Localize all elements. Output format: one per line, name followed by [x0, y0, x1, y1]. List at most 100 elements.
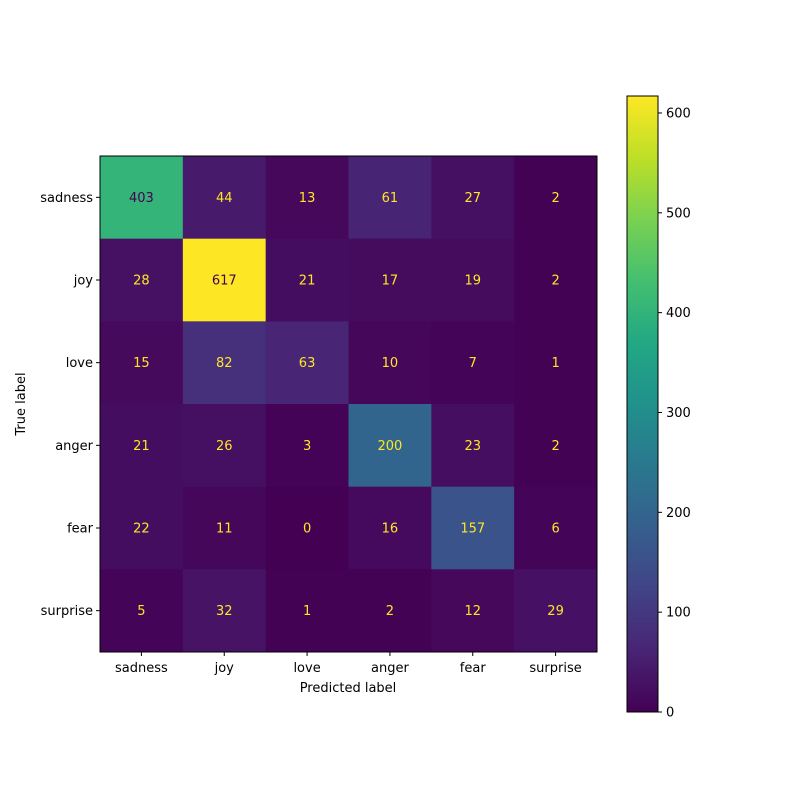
- heatmap-cell: [431, 486, 515, 570]
- y-axis-ticks: sadness joy love anger fear surprise: [40, 191, 100, 619]
- cell-value-label: 2: [551, 191, 559, 206]
- cell-value-label: 15: [133, 356, 150, 371]
- cell-value-label: 12: [464, 604, 481, 619]
- plot-frame: [99, 155, 598, 653]
- heatmap-cell: [348, 238, 432, 322]
- heatmap-cell: [514, 486, 598, 570]
- cell-value-label: 2: [386, 604, 394, 619]
- heatmap-cell: [182, 321, 267, 405]
- cell-value-label: 7: [469, 356, 477, 371]
- cell-value-label: 0: [303, 522, 311, 537]
- cell-value-label: 1: [551, 356, 559, 371]
- y-axis-label: True label: [14, 372, 29, 436]
- cell-value-label: 6: [551, 522, 559, 537]
- heatmap-cell: [100, 238, 184, 322]
- cell-value-label: 13: [299, 191, 316, 206]
- heatmap-cell: [182, 404, 267, 488]
- heatmap-cell: [431, 404, 515, 488]
- heatmap-cell: [265, 404, 349, 488]
- cell-value-label: 19: [464, 274, 481, 289]
- cell-value-label: 23: [464, 439, 481, 454]
- colorbar-tick-label: 0: [666, 706, 674, 721]
- cell-value-label: 21: [299, 274, 316, 289]
- cell-value-label: 2: [551, 274, 559, 289]
- cell-value-label: 32: [216, 604, 233, 619]
- heatmap-cell: [100, 404, 184, 488]
- heatmap-cell: [431, 321, 515, 405]
- heatmap-cell: [431, 156, 515, 240]
- cell-value-label: 2: [551, 439, 559, 454]
- y-tick-label: surprise: [41, 604, 93, 619]
- heatmap-cell: [514, 238, 598, 322]
- colorbar-tick-label: 200: [666, 506, 691, 521]
- heatmap-cell: [348, 569, 432, 653]
- cell-value-label: 16: [382, 522, 399, 537]
- cell-value-label: 1: [303, 604, 311, 619]
- cell-value-label: 200: [378, 439, 403, 454]
- x-axis-ticks: sadness joy love anger fear surprise: [115, 652, 582, 676]
- cell-value-label: 63: [299, 356, 316, 371]
- heatmap-cell: [100, 486, 184, 570]
- cell-value-label: 403: [129, 191, 154, 206]
- heatmap-cell: [100, 156, 184, 240]
- heatmap-cell: [431, 569, 515, 653]
- heatmap-cell: [265, 321, 349, 405]
- cell-value-label: 10: [382, 356, 399, 371]
- colorbar-ticks: 0 100 200 300 400 500 600: [658, 106, 691, 721]
- heatmap-cell: [182, 238, 267, 322]
- cell-value-label: 5: [137, 604, 145, 619]
- heatmap-cell: [265, 569, 349, 653]
- heatmap-cell: [431, 238, 515, 322]
- cell-value-label: 617: [212, 274, 237, 289]
- heatmap-cell: [182, 156, 267, 240]
- heatmap-cell: [265, 238, 349, 322]
- heatmap-cell: [100, 321, 184, 405]
- y-tick-label: sadness: [40, 191, 93, 206]
- y-tick-label: anger: [55, 439, 93, 454]
- cell-value-label: 17: [382, 274, 399, 289]
- heatmap-cell: [348, 156, 432, 240]
- colorbar-tick-label: 400: [666, 306, 691, 321]
- heatmap-cell: [182, 569, 267, 653]
- cell-value-label: 61: [382, 191, 399, 206]
- cell-value-label: 29: [547, 604, 564, 619]
- y-tick-label: joy: [73, 274, 94, 289]
- y-tick-label: love: [66, 356, 93, 371]
- cell-value-label: 28: [133, 274, 150, 289]
- x-tick-label: love: [293, 661, 320, 676]
- cell-value-label: 21: [133, 439, 150, 454]
- colorbar-tick-label: 300: [666, 406, 691, 421]
- heatmap-cell: [514, 404, 598, 488]
- cell-value-label: 26: [216, 439, 233, 454]
- heatmap-cell: [182, 486, 267, 570]
- cell-value-label: 3: [303, 439, 311, 454]
- x-tick-label: anger: [371, 661, 409, 676]
- x-axis-label: Predicted label: [300, 681, 397, 696]
- heatmap-cells: 403 44 13 61 27 228 617 21 17 19 215 82 63 10 7 121 26 3 2…: [100, 156, 598, 653]
- heatmap-cell: [514, 321, 598, 405]
- x-tick-label: surprise: [529, 661, 581, 676]
- y-tick-label: fear: [67, 522, 94, 537]
- heatmap-cell: [348, 404, 432, 488]
- heatmap-cell: [514, 569, 598, 653]
- x-tick-label: joy: [214, 661, 235, 676]
- x-tick-label: fear: [460, 661, 487, 676]
- heatmap-cell: [265, 486, 349, 570]
- heatmap-cell: [514, 156, 598, 240]
- heatmap-cell: [265, 156, 349, 240]
- cell-value-label: 11: [216, 522, 233, 537]
- heatmap-cell: [348, 321, 432, 405]
- cell-value-label: 44: [216, 191, 233, 206]
- colorbar-tick-label: 100: [666, 606, 691, 621]
- x-tick-label: sadness: [115, 661, 168, 676]
- heatmap-cell: [100, 569, 184, 653]
- colorbar-tick-label: 600: [666, 106, 691, 121]
- cell-value-label: 82: [216, 356, 233, 371]
- heatmap-cell: [348, 486, 432, 570]
- cell-value-label: 157: [460, 522, 485, 537]
- colorbar-tick-label: 500: [666, 206, 691, 221]
- colorbar: [626, 95, 659, 713]
- cell-value-label: 27: [464, 191, 481, 206]
- cell-value-label: 22: [133, 522, 150, 537]
